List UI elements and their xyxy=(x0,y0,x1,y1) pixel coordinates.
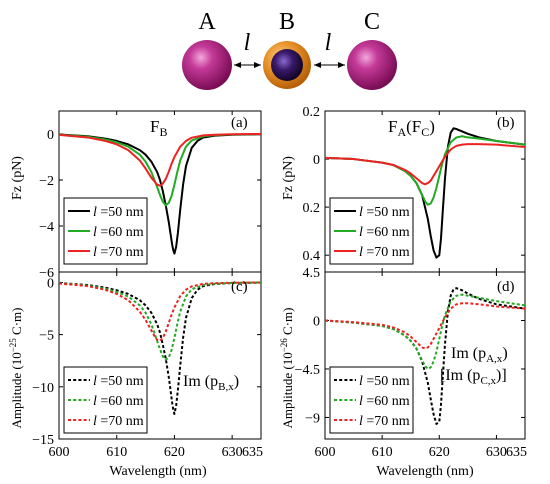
legend-entry: l =50 nm xyxy=(359,374,410,389)
panel-d-ylabel: Amplitude (10−26 C·m) xyxy=(279,308,295,429)
panel-c-label: (c) xyxy=(231,279,248,295)
x-tick-label: 635 xyxy=(242,445,263,460)
panel-c-legend: l =50 nm l =60 nm l =70 nm xyxy=(63,366,148,434)
panel-d-xlabel: Wavelength (nm) xyxy=(376,464,474,479)
panel-b-legend: l =50 nm l =60 nm l =70 nm xyxy=(329,197,414,265)
y-tick-label: 0.2 xyxy=(303,201,321,216)
y-tick-label: −9 xyxy=(305,411,320,426)
panel-c-frame xyxy=(58,271,262,440)
panel-b-label: (b) xyxy=(497,115,515,131)
panel-d-dipole-a: 4.5 0 −4.5 −9 600 610 620 630 635 l =50 nm l =60 n… xyxy=(295,266,527,460)
series-line-3 xyxy=(59,281,261,342)
panel-c-annotation: Im (pB,x) xyxy=(183,373,239,393)
legend-entry: l =70 nm xyxy=(359,245,410,260)
particle-a-sphere xyxy=(182,40,232,90)
y-tick-label: 4.5 xyxy=(303,266,321,281)
y-tick-label: 0 xyxy=(313,153,320,168)
particle-schematic: A B C l l xyxy=(182,9,397,90)
y-tick-label: 0.2 xyxy=(303,105,321,120)
series-line-2 xyxy=(325,135,525,206)
y-tick-label: −4 xyxy=(39,220,54,235)
y-tick-label: −5 xyxy=(39,329,54,344)
x-tick-label: 600 xyxy=(49,445,70,460)
legend-entry: l =70 nm xyxy=(93,414,144,429)
legend-entry: l =50 nm xyxy=(359,205,410,220)
panel-b-ylabel: Fz (pN) xyxy=(281,156,296,200)
panel-d-annotation-line2: [Im (pC,x)] xyxy=(440,367,507,387)
panel-b-title: FA(FC) xyxy=(388,117,435,139)
particle-b-core xyxy=(271,49,303,81)
series-line-3 xyxy=(59,133,261,187)
separation-label-ab: l xyxy=(244,30,251,56)
series-line-2 xyxy=(59,281,261,361)
panel-c-xlabel: Wavelength (nm) xyxy=(109,464,207,479)
legend-box xyxy=(329,366,414,434)
panel-d-label: (d) xyxy=(497,279,515,295)
y-tick-label: −4.5 xyxy=(295,363,320,378)
x-tick-label: 635 xyxy=(506,445,527,460)
x-tick-label: 630 xyxy=(486,445,507,460)
x-tick-label: 610 xyxy=(106,445,127,460)
series-line-2 xyxy=(59,133,261,207)
legend-entry: l =50 nm xyxy=(93,374,144,389)
panel-a-ylabel: Fz (pN) xyxy=(10,156,25,200)
legend-entry: l =60 nm xyxy=(93,225,144,240)
legend-entry: l =70 nm xyxy=(359,414,410,429)
y-tick-label: −15 xyxy=(32,433,54,448)
panel-d-annotation-line1: Im (pA,x) xyxy=(451,345,508,365)
legend-entry: l =50 nm xyxy=(93,205,144,220)
panel-a-legend: l =50 nm l =60 nm l =70 nm xyxy=(63,197,148,265)
series-line-1 xyxy=(325,287,525,425)
legend-box xyxy=(63,366,148,434)
particle-c-sphere xyxy=(347,40,397,90)
y-tick-label: 0.4 xyxy=(303,249,321,264)
y-tick-label: −6 xyxy=(39,266,54,281)
panel-d-legend: l =50 nm l =60 nm l =70 nm xyxy=(329,366,414,434)
x-tick-label: 610 xyxy=(372,445,393,460)
y-tick-label: −2 xyxy=(39,174,54,189)
axis-label-group: Fz (pN) Fz (pN) Amplitude (10−25 C·m) Am… xyxy=(8,156,474,479)
legend-entry: l =60 nm xyxy=(359,394,410,409)
series-line-1 xyxy=(59,133,261,255)
panel-a-label: (a) xyxy=(231,115,248,131)
y-tick-label: 0 xyxy=(313,314,320,329)
separation-label-bc: l xyxy=(325,30,332,56)
particle-label-a: A xyxy=(198,9,216,35)
panel-d-frame xyxy=(324,271,526,440)
panel-a-force-b: 0 −2 −4 −6 l =50 nm l =60 nm l =70 nm (a) xyxy=(39,110,262,281)
panel-b-force-a: 0.2 0 0.2 0.4 l =50 nm l =60 nm l =70 nm (b) xyxy=(303,105,526,273)
series-line-3 xyxy=(325,302,525,350)
y-tick-label: −10 xyxy=(32,381,54,396)
particle-label-b: B xyxy=(279,9,295,35)
x-tick-label: 620 xyxy=(164,445,185,460)
x-tick-label: 630 xyxy=(222,445,243,460)
legend-entry: l =60 nm xyxy=(93,394,144,409)
panel-a-title: FB xyxy=(150,117,167,139)
legend-entry: l =60 nm xyxy=(359,225,410,240)
x-tick-label: 620 xyxy=(429,445,450,460)
series-line-2 xyxy=(325,293,525,370)
particle-label-c: C xyxy=(364,9,380,35)
panel-c-ylabel: Amplitude (10−25 C·m) xyxy=(8,308,24,429)
legend-entry: l =70 nm xyxy=(93,245,144,260)
y-tick-label: 0 xyxy=(47,276,54,291)
y-tick-label: 0 xyxy=(47,128,54,143)
series-line-3 xyxy=(325,143,525,186)
x-tick-label: 600 xyxy=(315,445,336,460)
